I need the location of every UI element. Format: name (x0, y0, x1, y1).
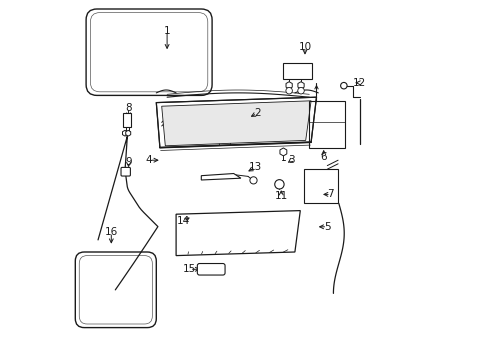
Text: 11: 11 (274, 191, 287, 201)
Text: 5: 5 (324, 222, 330, 232)
Text: 14: 14 (176, 216, 189, 226)
Polygon shape (156, 97, 316, 148)
Text: 6: 6 (320, 152, 326, 162)
FancyBboxPatch shape (79, 256, 152, 324)
Text: 15: 15 (183, 264, 196, 274)
Bar (123, 113, 131, 127)
FancyBboxPatch shape (75, 252, 156, 328)
FancyBboxPatch shape (121, 167, 130, 176)
Circle shape (340, 82, 346, 89)
Circle shape (297, 87, 304, 94)
Polygon shape (162, 101, 310, 146)
Text: 9: 9 (125, 157, 132, 167)
Bar (303, 169, 337, 203)
Text: 1: 1 (163, 26, 170, 36)
Text: 7: 7 (327, 189, 333, 199)
Text: 12: 12 (352, 78, 366, 88)
Polygon shape (201, 174, 241, 180)
Bar (309, 101, 344, 148)
Text: 4: 4 (145, 155, 152, 165)
Text: 10: 10 (298, 42, 311, 52)
Text: 16: 16 (104, 227, 118, 237)
FancyBboxPatch shape (197, 264, 224, 275)
Circle shape (274, 180, 284, 189)
Circle shape (249, 177, 257, 184)
Polygon shape (176, 211, 300, 256)
Text: 8: 8 (125, 103, 132, 113)
Text: 2: 2 (253, 108, 260, 118)
Text: 13: 13 (248, 162, 262, 172)
Circle shape (285, 87, 292, 94)
Bar (283, 63, 311, 79)
FancyBboxPatch shape (86, 9, 212, 95)
Text: 3: 3 (287, 155, 294, 165)
FancyBboxPatch shape (90, 13, 207, 92)
